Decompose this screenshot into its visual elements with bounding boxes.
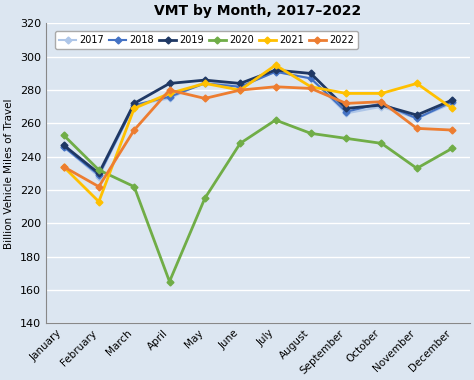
2019 <box>343 106 349 111</box>
2022 <box>167 88 173 92</box>
2021 <box>202 81 208 86</box>
2017 <box>343 111 349 116</box>
Line: 2020: 2020 <box>61 118 455 284</box>
2021 <box>96 200 102 204</box>
2020 <box>131 184 137 189</box>
2022 <box>237 88 243 92</box>
2018 <box>167 95 173 99</box>
2019 <box>96 171 102 176</box>
2021 <box>237 88 243 92</box>
2020 <box>343 136 349 141</box>
2020 <box>202 196 208 201</box>
2020 <box>237 141 243 146</box>
2018 <box>96 173 102 177</box>
2019 <box>414 113 419 117</box>
Line: 2021: 2021 <box>61 63 455 204</box>
2021 <box>167 91 173 96</box>
2019 <box>131 101 137 106</box>
2019 <box>308 71 314 76</box>
2017 <box>414 116 419 121</box>
2022 <box>308 86 314 91</box>
Title: VMT by Month, 2017–2022: VMT by Month, 2017–2022 <box>154 4 362 18</box>
2019 <box>167 81 173 86</box>
2020 <box>414 166 419 171</box>
Y-axis label: Billion Vehicle Miles of Travel: Billion Vehicle Miles of Travel <box>4 98 14 249</box>
2018 <box>237 84 243 89</box>
2018 <box>379 101 384 106</box>
2019 <box>237 81 243 86</box>
2021 <box>308 84 314 89</box>
2022 <box>202 96 208 101</box>
2018 <box>308 76 314 81</box>
2022 <box>61 165 66 169</box>
2018 <box>414 116 419 121</box>
2017 <box>308 76 314 81</box>
2017 <box>167 96 173 101</box>
2022 <box>414 126 419 131</box>
2021 <box>379 91 384 96</box>
2017 <box>61 144 66 149</box>
2022 <box>343 101 349 106</box>
2017 <box>202 79 208 84</box>
2018 <box>343 109 349 114</box>
2017 <box>449 101 455 106</box>
2019 <box>61 143 66 147</box>
2018 <box>202 81 208 86</box>
2022 <box>131 128 137 132</box>
2017 <box>379 105 384 109</box>
2020 <box>449 146 455 150</box>
Line: 2019: 2019 <box>61 68 455 176</box>
2020 <box>61 133 66 137</box>
2020 <box>273 118 278 122</box>
Line: 2017: 2017 <box>61 69 455 179</box>
2022 <box>96 184 102 189</box>
2018 <box>61 144 66 149</box>
2021 <box>61 165 66 169</box>
2022 <box>379 100 384 104</box>
2019 <box>202 78 208 82</box>
2019 <box>379 103 384 108</box>
2021 <box>449 106 455 111</box>
2018 <box>131 103 137 108</box>
2021 <box>414 81 419 86</box>
2017 <box>237 84 243 89</box>
2017 <box>273 70 278 74</box>
2020 <box>96 168 102 172</box>
Legend: 2017, 2018, 2019, 2020, 2021, 2022: 2017, 2018, 2019, 2020, 2021, 2022 <box>55 32 358 49</box>
2020 <box>379 141 384 146</box>
2020 <box>167 279 173 284</box>
2017 <box>131 103 137 108</box>
2018 <box>273 70 278 74</box>
2018 <box>449 100 455 104</box>
2021 <box>343 91 349 96</box>
2022 <box>273 84 278 89</box>
2020 <box>308 131 314 136</box>
2017 <box>96 174 102 179</box>
Line: 2018: 2018 <box>61 69 455 177</box>
2021 <box>273 63 278 67</box>
Line: 2022: 2022 <box>61 84 455 189</box>
2019 <box>273 68 278 73</box>
2022 <box>449 128 455 132</box>
2021 <box>131 106 137 111</box>
2019 <box>449 98 455 102</box>
